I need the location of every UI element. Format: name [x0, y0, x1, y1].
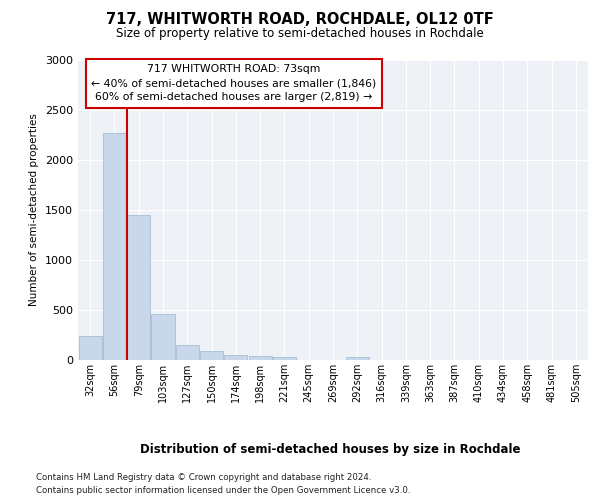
Text: Size of property relative to semi-detached houses in Rochdale: Size of property relative to semi-detach…: [116, 28, 484, 40]
Text: Contains HM Land Registry data © Crown copyright and database right 2024.: Contains HM Land Registry data © Crown c…: [36, 472, 371, 482]
Text: 717, WHITWORTH ROAD, ROCHDALE, OL12 0TF: 717, WHITWORTH ROAD, ROCHDALE, OL12 0TF: [106, 12, 494, 28]
Bar: [224, 355, 247, 360]
Bar: [176, 344, 199, 360]
Bar: [79, 336, 101, 360]
Y-axis label: Number of semi-detached properties: Number of semi-detached properties: [29, 114, 40, 306]
Bar: [273, 357, 296, 360]
Text: 717 WHITWORTH ROAD: 73sqm
← 40% of semi-detached houses are smaller (1,846)
60% : 717 WHITWORTH ROAD: 73sqm ← 40% of semi-…: [91, 64, 376, 102]
Text: Contains public sector information licensed under the Open Government Licence v3: Contains public sector information licen…: [36, 486, 410, 495]
Bar: [127, 215, 150, 360]
Bar: [248, 356, 272, 360]
Text: Distribution of semi-detached houses by size in Rochdale: Distribution of semi-detached houses by …: [140, 442, 520, 456]
Bar: [200, 351, 223, 360]
Bar: [151, 314, 175, 360]
Bar: [103, 133, 126, 360]
Bar: [346, 357, 369, 360]
